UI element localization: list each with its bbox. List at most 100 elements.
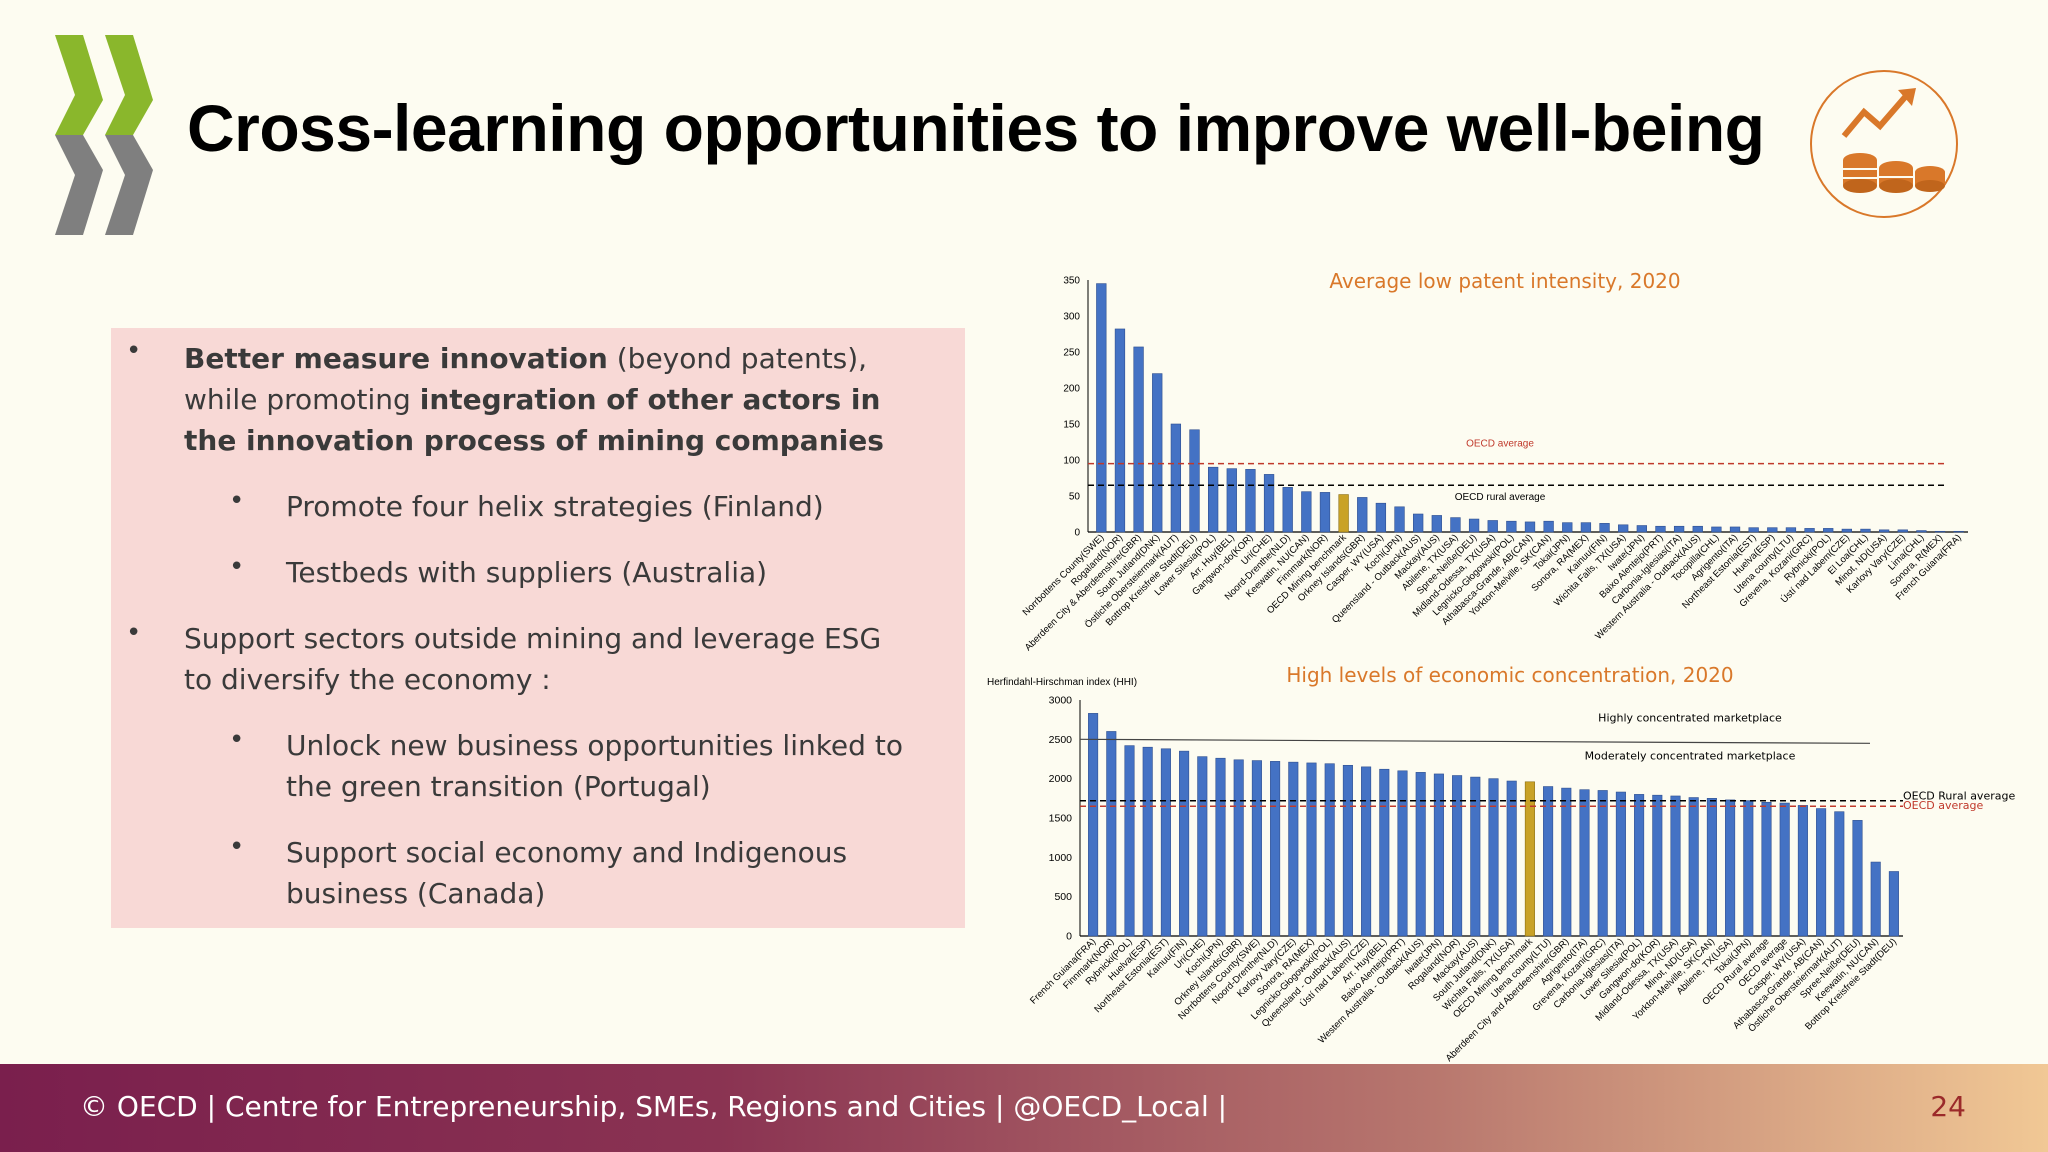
slide-title: Cross-learning opportunities to improve … [187, 91, 1765, 165]
bar [1934, 530, 1946, 533]
bullet-marker: • [229, 832, 245, 862]
bar [1561, 787, 1572, 937]
bar [1301, 491, 1312, 533]
bar [1470, 776, 1481, 937]
bar [1506, 780, 1517, 937]
bullet-bold: integration of other actors in the innov… [184, 383, 884, 457]
bar [1823, 528, 1834, 533]
bar [1852, 820, 1863, 937]
y-tick-label: 2500 [1049, 734, 1073, 746]
bar [1506, 520, 1517, 533]
bullet-bold: Better measure innovation [184, 342, 608, 375]
bar [1543, 520, 1554, 533]
bar [1804, 528, 1815, 533]
bar [1152, 373, 1163, 533]
reference-line-label: OECD rural average [1455, 492, 1546, 503]
footer-bar: © OECD | Centre for Entrepreneurship, SM… [0, 1064, 2048, 1152]
charts-area: Average low patent intensity, 2020 0 50 100… [985, 262, 2048, 1064]
bar [1338, 494, 1349, 533]
bar [1096, 283, 1107, 533]
bar [1488, 778, 1499, 937]
bar [1133, 346, 1144, 533]
bar [1270, 761, 1281, 937]
bullet-marker: • [126, 618, 142, 648]
footer-text: © OECD | Centre for Entrepreneurship, SM… [80, 1090, 1228, 1123]
bar [1397, 770, 1408, 937]
bar [1524, 781, 1535, 937]
bar [1797, 805, 1808, 937]
y-tick-label: 3000 [1049, 695, 1073, 707]
reference-line-label: Moderately concentrated marketplace [1585, 749, 1796, 762]
bar [1106, 731, 1117, 937]
bar [1379, 768, 1390, 937]
bar [1342, 764, 1353, 937]
bar [1743, 800, 1754, 937]
bar [1142, 746, 1153, 937]
bar [1618, 524, 1629, 533]
bar [1562, 522, 1573, 533]
y-tick-label: 1500 [1049, 813, 1073, 825]
bar [1816, 808, 1827, 937]
y-tick-label: 0 [1074, 528, 1080, 539]
reference-line-label: OECD average [1903, 799, 1984, 812]
bar [1579, 789, 1590, 937]
chart-title: High levels of economic concentration, 2… [1286, 663, 1733, 687]
y-tick-label: 1000 [1049, 852, 1073, 864]
bar [1124, 745, 1135, 937]
y-tick-label: 150 [1063, 420, 1080, 431]
bullet-marker: • [229, 486, 245, 516]
y-tick-label: 350 [1063, 276, 1080, 287]
bar [1841, 528, 1852, 533]
bullet-item-1: Better measure innovation (beyond patent… [184, 338, 904, 461]
bar [1953, 530, 1964, 533]
bullet-item-5: Unlock new business opportunities linked… [286, 729, 903, 803]
bar [1860, 528, 1871, 533]
bar [1245, 469, 1256, 533]
bar [1226, 468, 1237, 533]
bar [1197, 756, 1208, 937]
bar [1597, 790, 1608, 937]
bar [1375, 502, 1387, 533]
y-axis-label: Herfindahl-Hirschman index (HHI) [987, 677, 1137, 688]
bar [1179, 750, 1190, 937]
bar [1655, 525, 1666, 533]
bar [1215, 757, 1226, 937]
bar [1729, 526, 1741, 533]
bar [1615, 791, 1626, 937]
charts-svg: Average low patent intensity, 2020 0 50 100… [987, 269, 2015, 1064]
oecd-logo-icon [55, 35, 160, 235]
y-tick-label: 0 [1066, 931, 1072, 943]
bar [1468, 518, 1480, 533]
growth-coins-icon [1808, 68, 1960, 220]
bar [1415, 772, 1426, 937]
bullet-marker: • [126, 336, 142, 366]
bar [1748, 527, 1759, 533]
bar [1870, 861, 1881, 937]
bullet-text: (beyond patents), while promoting [184, 342, 868, 416]
bar [1711, 526, 1722, 533]
bar [1692, 525, 1703, 533]
y-tick-label: 500 [1054, 891, 1072, 903]
y-tick-label: 300 [1063, 312, 1080, 323]
bar [1114, 328, 1126, 533]
bar [1524, 521, 1536, 533]
y-tick-label: 250 [1063, 348, 1080, 359]
bullet-item-6: Support social economy and Indigenous bu… [286, 836, 848, 910]
bar [1233, 759, 1244, 937]
bar [1282, 487, 1293, 533]
y-tick-label: 100 [1063, 456, 1080, 467]
bar [1652, 794, 1663, 937]
bar [1088, 713, 1099, 937]
bar [1160, 748, 1171, 937]
bullet-item-4: Support sectors outside mining and lever… [184, 622, 882, 696]
bar [1170, 423, 1182, 533]
bar [1543, 786, 1554, 937]
bullet-item-2: Promote four helix strategies (Finland) [286, 490, 824, 523]
bar [1580, 522, 1592, 533]
bar [1785, 527, 1797, 533]
bar [1431, 515, 1442, 533]
bar [1834, 811, 1845, 937]
bar [1306, 762, 1317, 937]
bar [1725, 799, 1736, 937]
bar [1706, 798, 1717, 937]
